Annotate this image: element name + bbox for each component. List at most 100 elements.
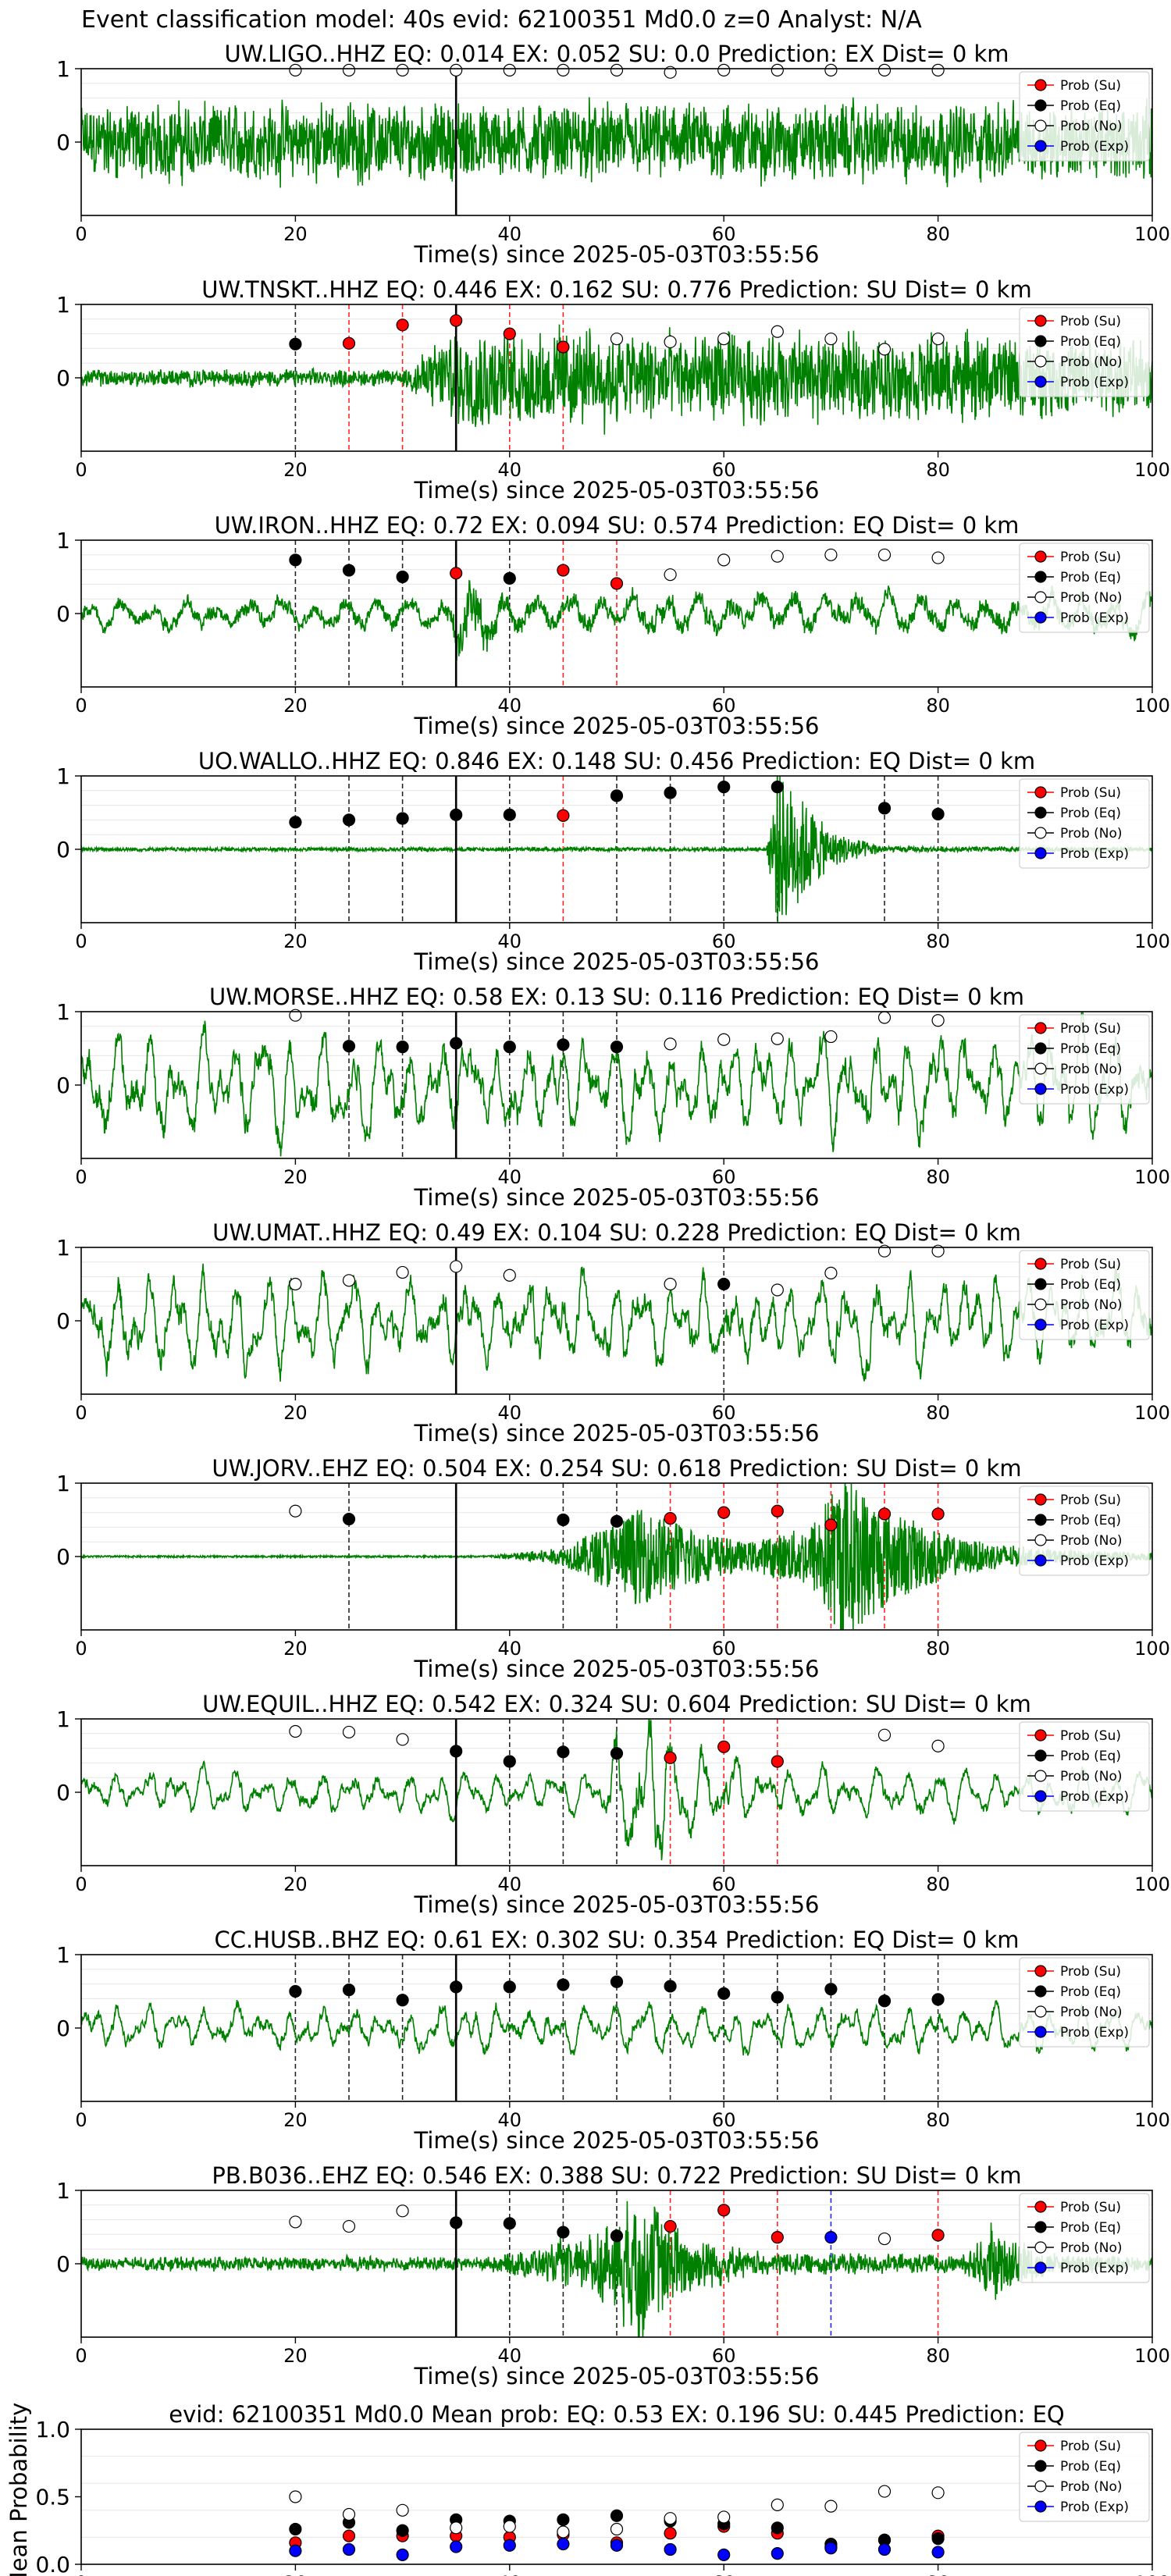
x-tick-label: 80: [926, 1638, 950, 1660]
x-tick-label: 100: [1134, 1873, 1170, 1895]
legend-box: [1019, 1485, 1150, 1576]
prob-point-su: [824, 1518, 838, 1532]
prob-point-no: [396, 1733, 409, 1746]
y-tick-label: 0: [56, 1780, 70, 1806]
prob-point-no: [289, 1504, 302, 1517]
x-axis-label: Time(s) since 2025-05-03T03:55:56: [414, 1891, 820, 1918]
legend-label: Prob (Exp): [1060, 846, 1129, 862]
prob-point-no: [557, 63, 570, 76]
x-tick-label: 60: [712, 2572, 736, 2576]
legend-label: Prob (No): [1060, 1769, 1123, 1784]
prob-point-no: [717, 1033, 731, 1046]
x-tick-label: 0: [75, 1166, 87, 1188]
x-tick-label: 20: [283, 930, 308, 952]
legend-label: Prob (Su): [1060, 2439, 1121, 2454]
legend: Prob (Su) Prob (Eq) Prob (No) Prob (Exp): [1019, 1485, 1150, 1576]
y-tick-label: 1: [56, 292, 70, 318]
panel-title: evid: 62100351 Md0.0 Mean prob: EQ: 0.53…: [169, 2401, 1065, 2428]
prob-point-no: [771, 550, 784, 563]
legend-marker-eq: [1034, 335, 1047, 347]
mean-point-eq: [289, 2522, 302, 2536]
legend-label: Prob (Eq): [1060, 334, 1121, 350]
mean-point-su: [664, 2527, 677, 2540]
prob-point-no: [342, 1725, 356, 1739]
prob-point-no: [771, 325, 784, 338]
x-tick-label: 60: [712, 1638, 736, 1660]
legend-label: Prob (Eq): [1060, 1749, 1121, 1764]
prob-point-eq: [824, 1983, 838, 1996]
legend-label: Prob (Eq): [1060, 1984, 1121, 2000]
x-tick-label: 0: [75, 2572, 87, 2576]
legend-marker-no: [1034, 2480, 1047, 2492]
x-tick-label: 0: [75, 223, 87, 245]
prob-point-eq: [717, 1277, 731, 1291]
legend-label: Prob (Su): [1060, 1257, 1121, 1272]
prob-point-su: [664, 2219, 677, 2233]
legend-label: Prob (Su): [1060, 78, 1121, 94]
legend-box: [1019, 71, 1150, 162]
legend-marker-su: [1034, 2201, 1047, 2213]
prob-point-no: [289, 2215, 302, 2229]
prob-point-su: [877, 1507, 892, 1521]
x-tick-label: 40: [498, 1638, 522, 1660]
mean-point-no: [450, 2521, 463, 2535]
mean-point-exp: [342, 2542, 356, 2556]
legend-label: Prob (Eq): [1060, 2459, 1121, 2475]
waveform-trace: [81, 1483, 1152, 1630]
waveform-trace: [81, 1719, 1152, 1861]
legend-marker-su: [1034, 1729, 1047, 1742]
prob-point-no: [931, 1739, 945, 1752]
prob-point-eq: [771, 780, 784, 794]
prob-point-su: [664, 1751, 677, 1764]
prob-point-no: [877, 343, 892, 356]
x-axis-label: Time(s) since 2025-05-03T03:55:56: [414, 2363, 820, 2389]
prob-point-no: [342, 2219, 356, 2233]
panel-title: UW.TNSKT..HHZ EQ: 0.446 EX: 0.162 SU: 0.…: [201, 276, 1031, 303]
x-tick-label: 20: [283, 223, 308, 245]
x-axis-label: Time(s) since 2025-05-03T03:55:56: [414, 948, 820, 975]
prob-point-eq: [450, 2216, 463, 2229]
prob-point-su: [717, 2204, 731, 2217]
legend-marker-no: [1034, 2005, 1047, 2018]
legend-marker-exp: [1034, 2261, 1047, 2274]
legend-marker-eq: [1034, 1042, 1047, 1055]
legend: Prob (Su) Prob (Eq) Prob (No) Prob (Exp): [1019, 1957, 1150, 2048]
x-tick-label: 60: [712, 1873, 736, 1895]
prob-point-no: [503, 63, 516, 76]
prob-point-eq: [610, 1975, 624, 1988]
legend-marker-eq: [1034, 2221, 1047, 2233]
mean-point-no: [931, 2486, 945, 2500]
prob-point-eq: [289, 337, 302, 350]
waveform-trace: [81, 579, 1152, 661]
panel-title: UW.UMAT..HHZ EQ: 0.49 EX: 0.104 SU: 0.22…: [212, 1219, 1021, 1246]
prob-point-no: [610, 63, 624, 76]
legend-marker-eq: [1034, 1514, 1047, 1526]
mean-point-exp: [931, 2546, 945, 2559]
mean-point-no: [824, 2500, 838, 2513]
x-tick-label: 40: [498, 2345, 522, 2367]
x-tick-label: 60: [712, 1402, 736, 1424]
prob-point-no: [824, 63, 838, 76]
prob-point-eq: [503, 1980, 516, 1994]
legend: Prob (Su) Prob (Eq) Prob (No) Prob (Exp): [1019, 543, 1150, 633]
prob-point-su: [771, 1755, 784, 1768]
legend-label: Prob (Su): [1060, 1021, 1121, 1037]
legend-label: Prob (Eq): [1060, 1041, 1121, 1057]
x-tick-label: 80: [926, 1166, 950, 1188]
legend-marker-eq: [1034, 1749, 1047, 1762]
x-tick-label: 60: [712, 223, 736, 245]
legend-marker-su: [1034, 1022, 1047, 1034]
prob-point-exp: [824, 2231, 838, 2244]
legend-marker-no: [1034, 1062, 1047, 1075]
x-tick-label: 80: [926, 1402, 950, 1424]
prob-point-eq: [450, 1980, 463, 1994]
mean-point-exp: [717, 2548, 731, 2561]
x-axis-label: Time(s) since 2025-05-03T03:55:56: [414, 713, 820, 739]
legend-label: Prob (Exp): [1060, 2500, 1129, 2515]
prob-point-su: [557, 340, 570, 354]
prob-point-eq: [342, 1512, 356, 1526]
prob-point-su: [342, 336, 356, 350]
legend: Prob (Su) Prob (Eq) Prob (No) Prob (Exp): [1019, 2432, 1150, 2522]
mean-point-exp: [610, 2539, 624, 2552]
panel-title: UW.IRON..HHZ EQ: 0.72 EX: 0.094 SU: 0.57…: [215, 512, 1020, 539]
